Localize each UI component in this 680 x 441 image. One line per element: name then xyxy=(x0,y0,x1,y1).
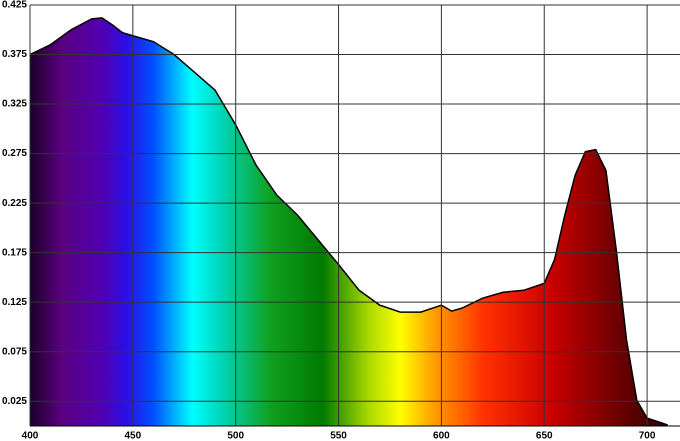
x-tick-label: 400 xyxy=(22,431,39,441)
y-tick-label: 0.425 xyxy=(2,0,27,11)
grid-layer xyxy=(29,4,680,427)
y-tick-label: 0.275 xyxy=(2,148,27,159)
label-layer: 0.025 0.075 0.125 0.175 0.225 0.275 0.325 0.375… xyxy=(2,0,656,441)
x-tick-label: 500 xyxy=(227,431,244,441)
y-tick-label: 0.075 xyxy=(2,346,27,357)
area-line xyxy=(29,17,668,426)
area-fill xyxy=(30,17,668,426)
x-tick-label: 450 xyxy=(125,431,142,441)
x-tick-label: 600 xyxy=(433,431,450,441)
y-tick-label: 0.025 xyxy=(2,396,27,407)
area-layer xyxy=(29,17,668,426)
y-tick-label: 0.125 xyxy=(2,297,27,308)
y-tick-label: 0.225 xyxy=(2,198,27,209)
y-tick-label: 0.375 xyxy=(2,49,27,60)
x-tick-label: 550 xyxy=(330,431,347,441)
y-tick-label: 0.325 xyxy=(2,99,27,110)
y-tick-label: 0.175 xyxy=(2,247,27,258)
x-tick-label: 700 xyxy=(639,431,656,441)
x-tick-label: 650 xyxy=(536,431,553,441)
